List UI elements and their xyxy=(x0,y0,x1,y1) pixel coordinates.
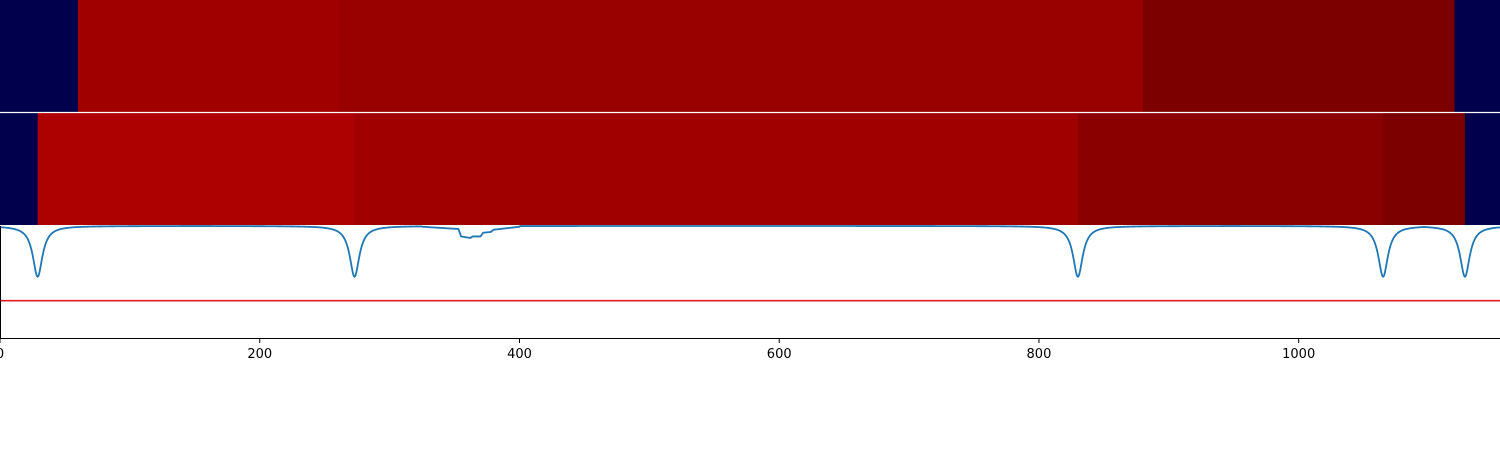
heatmap-segment xyxy=(1454,0,1500,112)
heatmap-row-1 xyxy=(0,0,1500,112)
heatmap-segment xyxy=(1383,113,1466,225)
heatmap-segment xyxy=(354,113,1079,225)
x-tick-label: 800 xyxy=(1027,347,1052,362)
x-tick-label: 200 xyxy=(247,347,272,362)
heatmap-segment xyxy=(0,0,79,112)
signal-background xyxy=(0,226,1500,338)
heatmap-segment xyxy=(338,0,1144,112)
signal-panel xyxy=(0,225,1500,339)
heatmap-segment xyxy=(77,0,340,112)
x-axis: 0 200 400 600 800 1000 xyxy=(0,338,1315,362)
heatmap-segment xyxy=(1142,0,1456,112)
x-tick-label: 600 xyxy=(767,347,792,362)
x-tick-label: 1000 xyxy=(1282,347,1315,362)
heatmap-row-2 xyxy=(0,113,1500,225)
heatmap-segment xyxy=(0,113,39,225)
heatmap-rows xyxy=(0,0,1500,225)
signal-line xyxy=(0,225,1500,278)
x-tick-label: 400 xyxy=(507,347,532,362)
x-tick-label: 0 xyxy=(0,347,4,362)
heatmap-segment xyxy=(1077,113,1384,225)
heatmap-segment xyxy=(37,113,356,225)
heatmap-segment xyxy=(1464,113,1500,225)
